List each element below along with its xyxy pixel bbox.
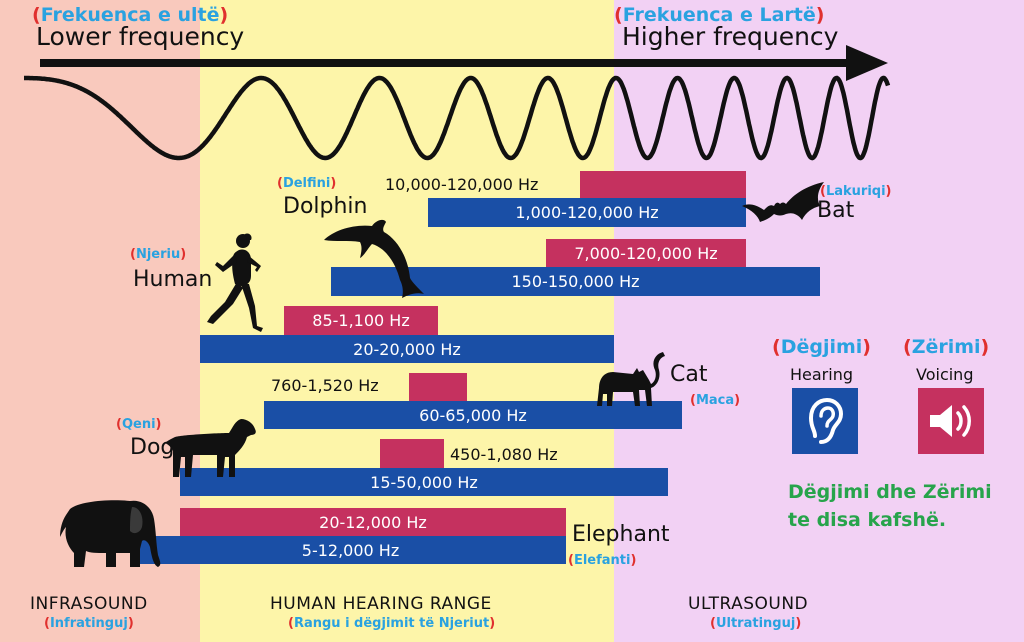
infrasound-label: INFRASOUND (30, 594, 148, 614)
hearing-translation: (Dëgjimi) (772, 336, 871, 358)
bat-icon (742, 182, 824, 222)
hearing-legend-swatch (792, 388, 858, 454)
cat-voicing-bar (409, 373, 467, 401)
voicing-translation: (Zërimi) (903, 336, 990, 358)
bat-translation: (Lakuriqi) (820, 184, 892, 199)
elephant-name: Elephant (572, 522, 670, 547)
dolphin-voicing-bar: 7,000-120,000 Hz (546, 239, 746, 267)
human-hearing-bar: 20-20,000 Hz (200, 335, 614, 363)
lower-frequency-translation: (Frekuenca e ultë) (32, 4, 229, 26)
human-name: Human (133, 267, 213, 292)
human-translation: (Njeriu) (130, 247, 187, 262)
bat-name: Bat (817, 198, 855, 223)
human-voicing-bar: 85-1,100 Hz (284, 306, 438, 335)
cat-name: Cat (670, 362, 708, 387)
voicing-label: Voicing (916, 365, 974, 384)
voicing-legend-swatch (918, 388, 984, 454)
arrow-right-icon (40, 45, 888, 81)
hearing-label: Hearing (790, 365, 853, 384)
sine-wave-icon (24, 75, 891, 161)
ultrasound-label: ULTRASOUND (688, 594, 809, 614)
elephant-hearing-bar: 5-12,000 Hz (135, 536, 566, 564)
dog-name: Dog (130, 435, 175, 460)
caption-line-1: Dëgjimi dhe Zërimi (788, 481, 992, 503)
elephant-voicing-bar: 20-12,000 Hz (180, 508, 566, 536)
bat-voicing-bar (580, 171, 746, 198)
dog-icon (165, 419, 256, 477)
dog-voicing-label: 450-1,080 Hz (450, 445, 558, 464)
dog-voicing-bar (380, 439, 444, 468)
human-hearing-range-translation: (Rangu i dëgjimit të Njeriut) (288, 616, 496, 631)
higher-frequency-translation: (Frekuenca e Lartë) (614, 4, 825, 26)
elephant-icon (60, 500, 161, 567)
dolphin-translation: (Delfini) (277, 176, 337, 191)
bat-hearing-bar: 1,000-120,000 Hz (428, 198, 746, 227)
ultrasound-zone (614, 0, 1024, 642)
human-hearing-range-label: HUMAN HEARING RANGE (270, 594, 492, 614)
cat-icon (597, 352, 665, 406)
speaker-icon (930, 405, 971, 437)
dog-translation: (Qeni) (116, 417, 162, 432)
legend-caption: Dëgjimi dhe Zërimi te disa kafshë. (788, 478, 992, 534)
cat-voicing-label: 760-1,520 Hz (271, 376, 379, 395)
dolphin-name: Dolphin (283, 194, 368, 219)
dolphin-icon (324, 219, 424, 298)
cat-translation: (Maca) (690, 393, 741, 408)
lower-frequency-label: Lower frequency (36, 22, 245, 51)
dog-hearing-bar: 15-50,000 Hz (180, 468, 668, 496)
caption-line-2: te disa kafshë. (788, 509, 947, 531)
human-runner-icon (207, 233, 263, 332)
elephant-translation: (Elefanti) (568, 553, 637, 568)
ear-icon (808, 397, 844, 444)
infrasound-translation: (Infratinguj) (44, 616, 134, 631)
bat-voicing-label: 10,000-120,000 Hz (385, 175, 539, 194)
higher-frequency-label: Higher frequency (622, 22, 839, 51)
cat-hearing-bar: 60-65,000 Hz (264, 401, 682, 429)
ultrasound-translation: (Ultratinguj) (710, 616, 802, 631)
